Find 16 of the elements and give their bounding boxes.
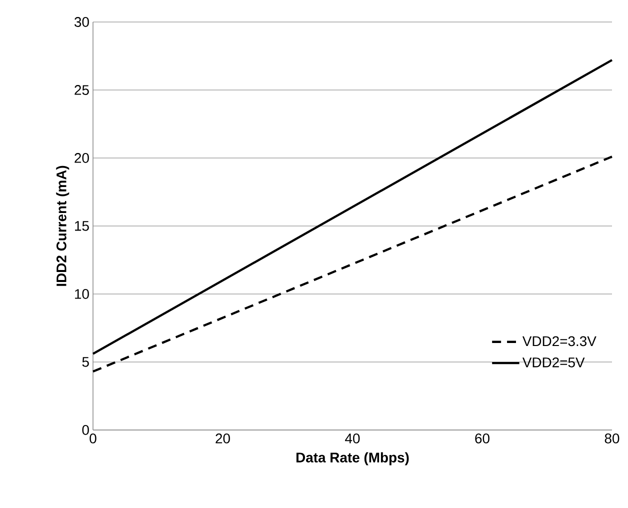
y-tick-label: 15 bbox=[75, 221, 89, 231]
legend-label: VDD2=3.3V bbox=[522, 336, 596, 346]
y-tick-label: 10 bbox=[75, 289, 89, 299]
x-tick-label: 80 bbox=[604, 434, 620, 444]
legend-label: VDD2=5V bbox=[522, 357, 585, 368]
y-axis-title: IDD2 Current (mA) bbox=[56, 166, 70, 286]
x-tick-label: 40 bbox=[345, 434, 360, 444]
x-tick-label: 0 bbox=[90, 434, 96, 444]
x-tick-label: 20 bbox=[216, 434, 230, 444]
y-tick-label: 20 bbox=[74, 153, 89, 163]
y-tick-label: 5 bbox=[82, 357, 89, 367]
y-tick-label: 0 bbox=[82, 425, 89, 435]
y-tick-label: 30 bbox=[74, 17, 89, 27]
y-tick-label: 25 bbox=[74, 85, 89, 95]
x-axis-title: Data Rate (Mbps) bbox=[296, 452, 409, 466]
x-tick-label: 60 bbox=[475, 434, 490, 444]
